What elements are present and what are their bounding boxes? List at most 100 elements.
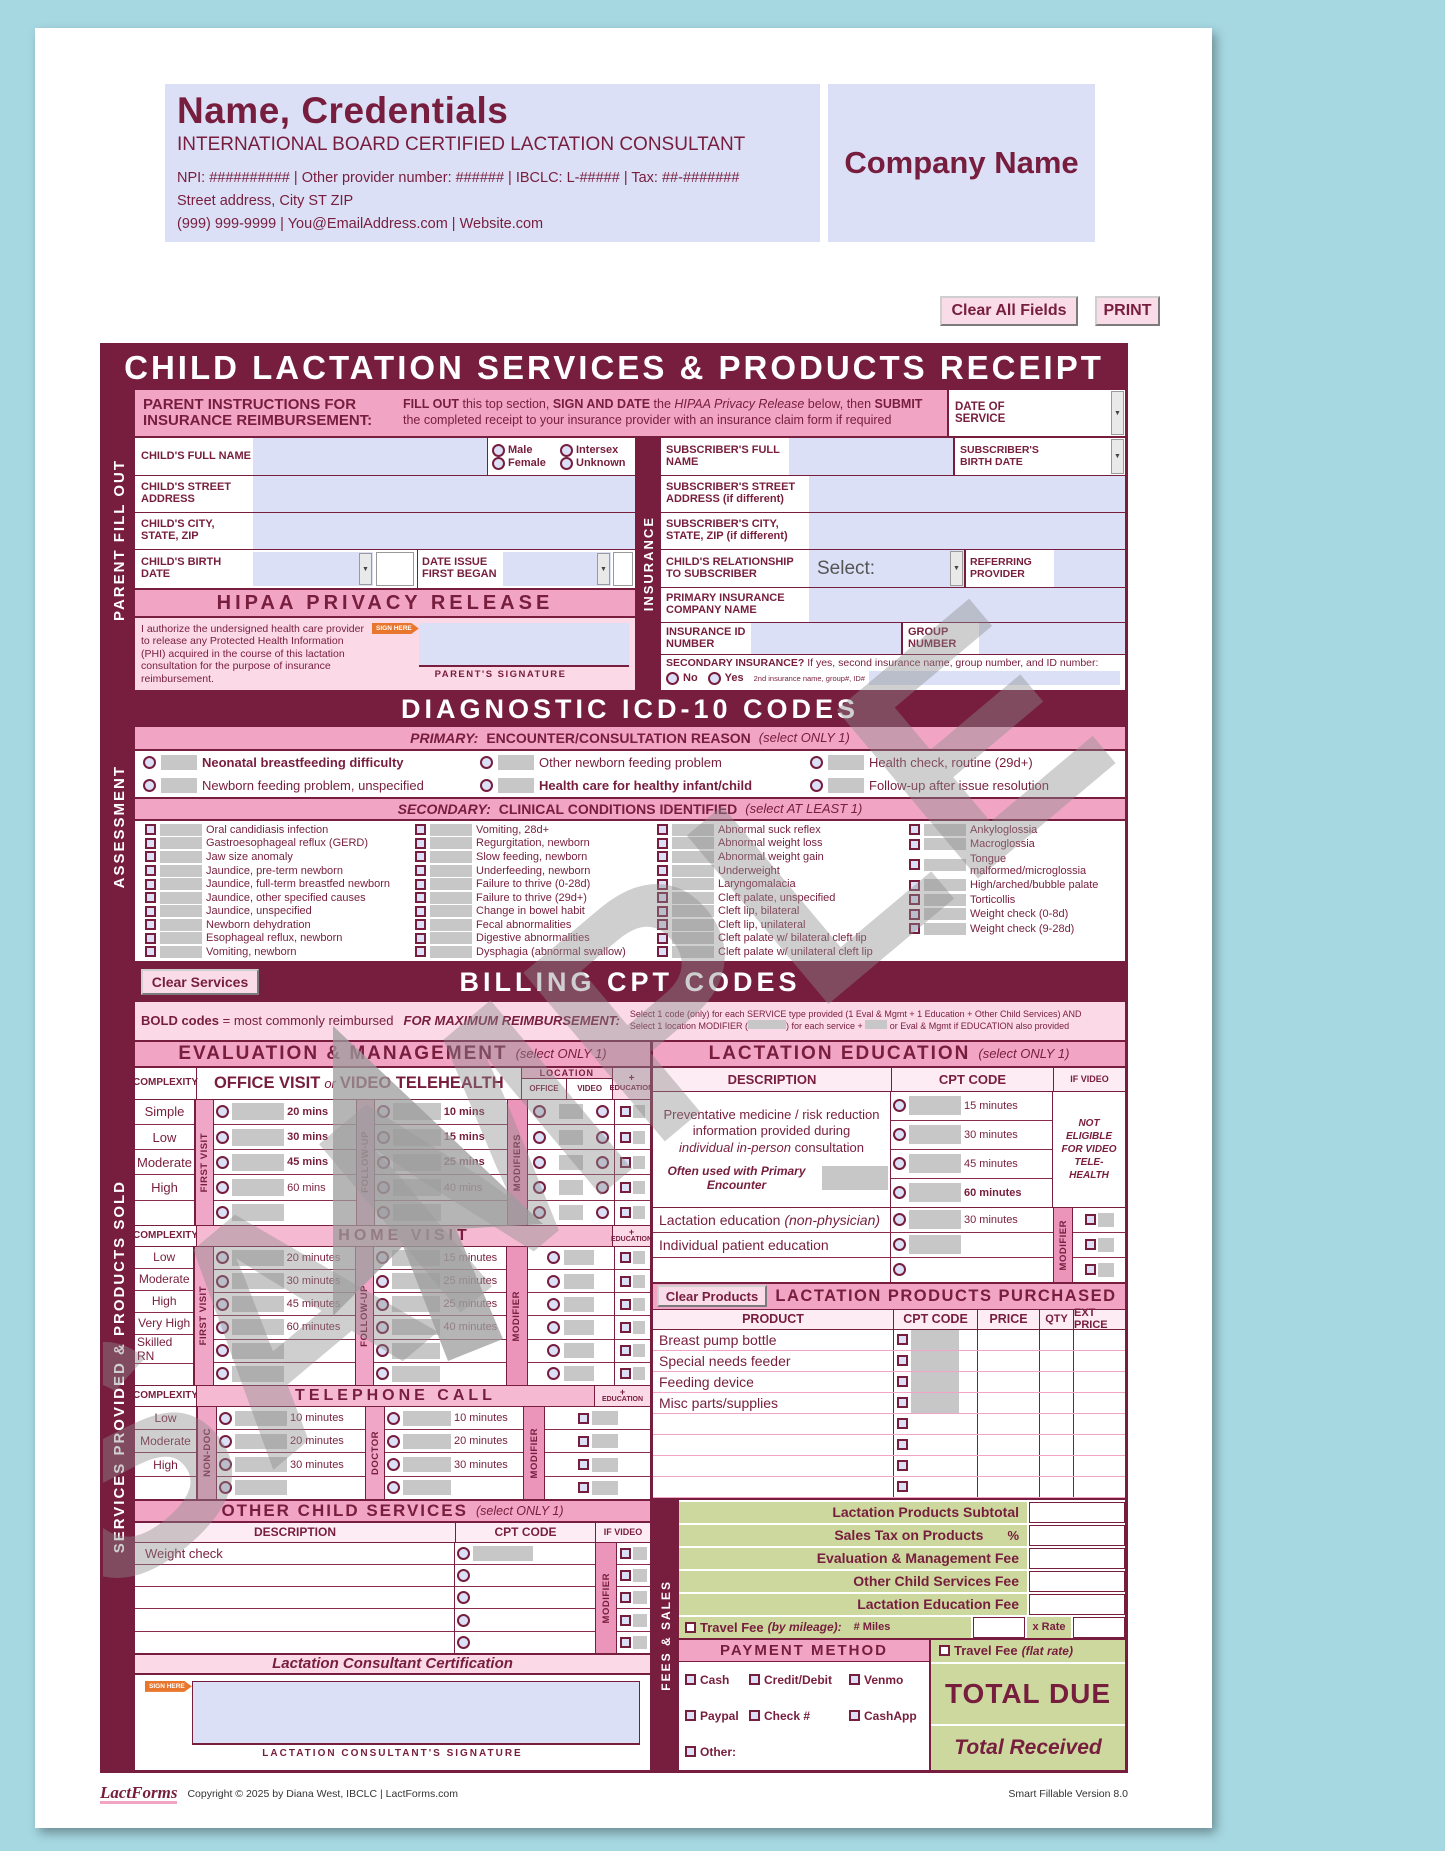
date-issue-dropdown[interactable]: ▼ bbox=[503, 552, 611, 586]
radio[interactable] bbox=[707, 671, 721, 685]
phone-doctor-option[interactable] bbox=[385, 1477, 523, 1499]
radio[interactable] bbox=[893, 1157, 906, 1171]
price-cell[interactable] bbox=[977, 1434, 1039, 1455]
qty-cell[interactable] bbox=[1039, 1434, 1073, 1455]
ext-price-cell[interactable] bbox=[1073, 1329, 1125, 1350]
home-follow-up-option[interactable]: 40 minutes bbox=[374, 1316, 507, 1340]
radio[interactable] bbox=[595, 1181, 609, 1195]
radio[interactable] bbox=[457, 1546, 470, 1560]
child-name-input[interactable] bbox=[253, 438, 487, 475]
condition-item[interactable]: Underfeeding, newborn bbox=[415, 864, 657, 877]
checkbox[interactable] bbox=[145, 892, 156, 904]
condition-item[interactable]: Digestive abnormalities bbox=[415, 932, 657, 945]
checkbox[interactable] bbox=[415, 865, 426, 877]
clear-services-button[interactable]: Clear Services bbox=[141, 968, 259, 995]
radio[interactable] bbox=[219, 1434, 232, 1448]
education-time-option[interactable]: 45 minutes bbox=[891, 1150, 1052, 1179]
education-time-option[interactable] bbox=[891, 1258, 1053, 1282]
checkbox[interactable] bbox=[909, 859, 920, 871]
checkbox[interactable] bbox=[685, 1710, 696, 1722]
checkbox[interactable] bbox=[415, 919, 426, 931]
checkbox[interactable] bbox=[749, 1674, 760, 1686]
checkbox[interactable] bbox=[145, 865, 156, 877]
condition-item[interactable]: Torticollis bbox=[909, 893, 1125, 906]
radio[interactable] bbox=[547, 1367, 561, 1381]
condition-item[interactable]: Vomiting, newborn bbox=[145, 945, 415, 958]
condition-item[interactable]: Cleft palate, unspecified bbox=[657, 891, 909, 904]
radio[interactable] bbox=[457, 1569, 470, 1583]
checkbox[interactable] bbox=[619, 1368, 631, 1380]
radio[interactable] bbox=[376, 1181, 390, 1195]
checkbox[interactable] bbox=[897, 1355, 908, 1367]
condition-item[interactable]: Jaw size anomaly bbox=[145, 850, 415, 863]
fee-amount-cell[interactable] bbox=[1029, 1593, 1125, 1615]
checkbox[interactable] bbox=[657, 892, 668, 904]
education-time-option[interactable]: 60 minutes bbox=[891, 1179, 1052, 1207]
qty-cell[interactable] bbox=[1039, 1371, 1073, 1392]
radio[interactable] bbox=[547, 1344, 561, 1358]
child-birthdate-dropdown[interactable]: ▼ bbox=[253, 552, 373, 586]
primary-option[interactable]: Neonatal breastfeeding difficulty bbox=[143, 754, 480, 770]
radio[interactable] bbox=[492, 443, 505, 457]
phone-nondoc-option[interactable] bbox=[217, 1477, 365, 1499]
checkbox[interactable] bbox=[145, 878, 156, 890]
group-number-input[interactable] bbox=[979, 623, 1125, 654]
checkbox[interactable] bbox=[657, 865, 668, 877]
office-first-visit-option[interactable] bbox=[214, 1201, 355, 1225]
office-first-visit-option[interactable]: 20 mins bbox=[214, 1100, 356, 1126]
checkbox[interactable] bbox=[849, 1710, 860, 1722]
home-follow-up-option[interactable]: 15 minutes bbox=[374, 1247, 507, 1271]
clear-products-button[interactable]: Clear Products bbox=[657, 1285, 767, 1308]
radio[interactable] bbox=[810, 778, 823, 792]
checkbox[interactable] bbox=[749, 1710, 760, 1722]
radio[interactable] bbox=[216, 1181, 230, 1195]
radio[interactable] bbox=[547, 1297, 561, 1311]
checkbox[interactable] bbox=[619, 1131, 631, 1143]
condition-item[interactable]: Dysphagia (abnormal swallow) bbox=[415, 945, 657, 958]
relationship-select[interactable]: Select: ▼ bbox=[809, 550, 964, 587]
condition-item[interactable]: Weight check (0-8d) bbox=[909, 908, 1125, 921]
radio[interactable] bbox=[893, 1238, 906, 1252]
condition-item[interactable]: Jaundice, other specified causes bbox=[145, 891, 415, 904]
radio[interactable] bbox=[376, 1251, 390, 1265]
checkbox[interactable] bbox=[415, 837, 426, 849]
checkbox[interactable] bbox=[577, 1482, 589, 1494]
radio[interactable] bbox=[216, 1130, 230, 1144]
radio[interactable] bbox=[893, 1186, 906, 1200]
checkbox[interactable] bbox=[685, 1674, 696, 1686]
checkbox[interactable] bbox=[415, 892, 426, 904]
condition-item[interactable]: Underweight bbox=[657, 864, 909, 877]
checkbox[interactable] bbox=[577, 1412, 589, 1424]
radio[interactable] bbox=[387, 1481, 400, 1495]
payment-method-option[interactable]: Venmo bbox=[849, 1673, 931, 1687]
other-service-option[interactable] bbox=[455, 1609, 595, 1632]
office-follow-up-option[interactable]: 25 mins bbox=[374, 1150, 507, 1176]
price-cell[interactable] bbox=[977, 1350, 1039, 1371]
checkbox[interactable] bbox=[415, 946, 426, 958]
radio[interactable] bbox=[457, 1613, 470, 1627]
phone-nondoc-option[interactable]: 20 minutes bbox=[217, 1430, 365, 1454]
checkbox[interactable] bbox=[657, 851, 668, 863]
home-first-visit-option[interactable]: 20 minutes bbox=[213, 1247, 356, 1271]
radio[interactable] bbox=[376, 1155, 390, 1169]
checkbox[interactable] bbox=[657, 878, 668, 890]
office-follow-up-option[interactable]: 10 mins bbox=[374, 1100, 507, 1126]
phone-doctor-option[interactable]: 20 minutes bbox=[385, 1430, 523, 1454]
qty-cell[interactable] bbox=[1039, 1350, 1073, 1371]
condition-item[interactable]: Weight check (9-28d) bbox=[909, 922, 1125, 935]
home-follow-up-option[interactable] bbox=[374, 1363, 506, 1385]
checkbox[interactable] bbox=[619, 1298, 631, 1310]
radio[interactable] bbox=[893, 1263, 906, 1277]
checkbox[interactable] bbox=[619, 1156, 631, 1168]
phone-nondoc-option[interactable]: 30 minutes bbox=[217, 1453, 365, 1477]
education-time-option[interactable]: 15 minutes bbox=[891, 1092, 1052, 1121]
office-follow-up-option[interactable] bbox=[375, 1201, 507, 1225]
home-first-visit-option[interactable]: 60 minutes bbox=[213, 1316, 356, 1340]
radio[interactable] bbox=[893, 1099, 906, 1113]
radio[interactable] bbox=[893, 1128, 906, 1142]
condition-item[interactable]: Esophageal reflux, newborn bbox=[145, 932, 415, 945]
radio[interactable] bbox=[810, 755, 823, 769]
checkbox[interactable] bbox=[145, 932, 156, 944]
secondary-yes-label[interactable]: Yes bbox=[724, 672, 744, 684]
radio[interactable] bbox=[532, 1105, 546, 1119]
